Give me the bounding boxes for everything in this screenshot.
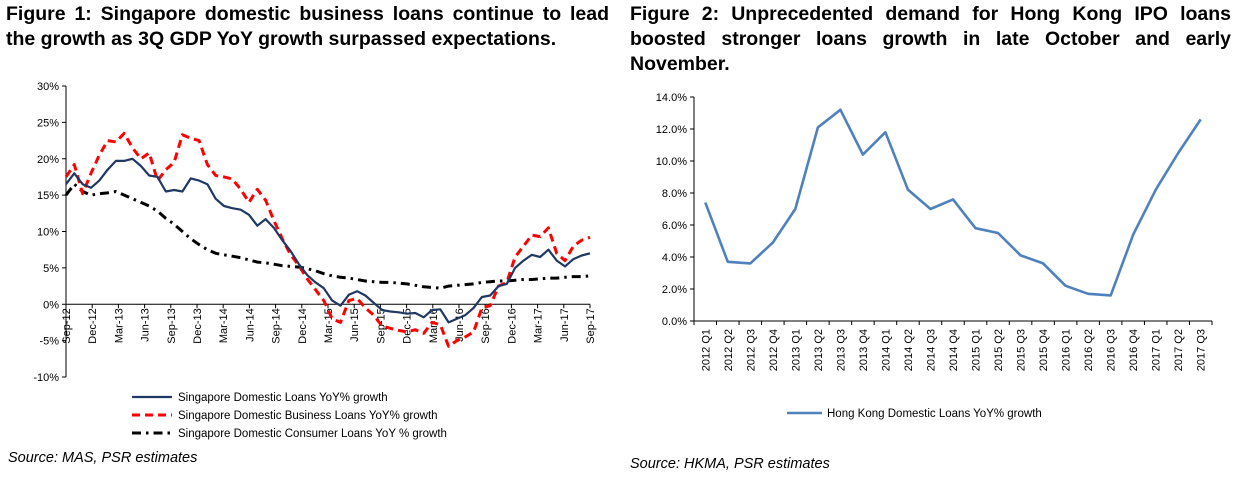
y-tick-label: 30% — [37, 81, 59, 93]
x-tick-label: 2015 Q4 — [1038, 329, 1050, 371]
x-tick-label: 2013 Q4 — [858, 329, 870, 371]
x-tick-label: 2016 Q3 — [1106, 329, 1118, 371]
x-tick-label: Dec-16 — [506, 308, 518, 343]
x-tick-label: Mar-16 — [428, 308, 440, 343]
x-tick-label: Mar-14 — [218, 308, 230, 343]
series-line-1 — [65, 157, 591, 324]
x-tick-label: Mar-17 — [533, 308, 545, 343]
figure-1-source: Source: MAS, PSR estimates — [8, 450, 198, 466]
figure-2-title: Figure 2: Unprecedented demand for Hong … — [630, 3, 1231, 75]
x-tick-label: Sep-17 — [585, 308, 597, 343]
x-tick-label: 2014 Q1 — [880, 329, 892, 371]
y-tick-label: 0% — [43, 299, 59, 311]
y-tick-label: -5% — [39, 336, 59, 348]
y-tick-label: 2.0% — [662, 284, 687, 296]
x-tick-label: Jun-15 — [349, 308, 361, 342]
x-tick-label: Sep-16 — [480, 308, 492, 343]
x-tick-label: 2017 Q1 — [1151, 329, 1163, 371]
x-tick-label: Jun-14 — [244, 308, 256, 342]
y-tick-label: 8.0% — [662, 188, 687, 200]
x-tick-label: 2012 Q4 — [768, 329, 780, 371]
x-tick-label: 2015 Q3 — [1016, 329, 1028, 371]
y-tick-label: 6.0% — [662, 220, 687, 232]
y-tick-label: 5% — [43, 263, 59, 275]
x-tick-label: 2013 Q1 — [790, 329, 802, 371]
x-tick-label: 2016 Q1 — [1061, 329, 1073, 371]
y-tick-label: 10% — [37, 227, 59, 239]
y-tick-label: 10.0% — [656, 156, 687, 168]
series-line-1 — [704, 108, 1202, 297]
x-tick-label: Jun-13 — [140, 308, 152, 342]
figure-1-title: Figure 1: Singapore domestic business lo… — [6, 3, 609, 50]
x-tick-label: 2013 Q2 — [813, 329, 825, 371]
x-tick-label: Dec-15 — [402, 308, 414, 343]
x-tick-label: Jun-17 — [559, 308, 571, 342]
x-tick-label: 2013 Q3 — [835, 329, 847, 371]
x-tick-label: Dec-13 — [192, 308, 204, 343]
x-tick-label: Sep-12 — [61, 308, 73, 343]
figure-1: Figure 1: Singapore domestic business lo… — [0, 0, 615, 477]
chart-2-hong-kong-loans: 0.0% 2.0% 4.0% 6.0% 8.0% 10.0% 12.0% 14.0% 2012 … — [656, 92, 1213, 420]
x-tick-label: Dec-12 — [87, 308, 99, 343]
x-tick-label: Mar-13 — [113, 308, 125, 343]
x-tick-label: Jun-16 — [454, 308, 466, 342]
x-tick-label: 2017 Q2 — [1173, 329, 1185, 371]
x-tick-label: 2014 Q2 — [903, 329, 915, 371]
y-tick-label: 12.0% — [656, 124, 687, 136]
x-tick-label: 2016 Q4 — [1128, 329, 1140, 371]
y-tick-label: 14.0% — [656, 92, 687, 104]
y-tick-label: -10% — [33, 372, 59, 384]
y-tick-label: 15% — [37, 190, 59, 202]
figure-2-source: Source: HKMA, PSR estimates — [630, 456, 830, 472]
x-tick-label: 2014 Q4 — [948, 329, 960, 371]
figure-2: Figure 2: Unprecedented demand for Hong … — [628, 0, 1235, 477]
x-tick-label: 2012 Q2 — [723, 329, 735, 371]
y-tick-label: 20% — [37, 154, 59, 166]
y-tick-label: 25% — [37, 117, 59, 129]
x-tick-label: Dec-14 — [297, 308, 309, 343]
y-tick-label: 0.0% — [662, 316, 687, 328]
y-tick-label: 4.0% — [662, 252, 687, 264]
legend-label-3: Singapore Domestic Consumer Loans YoY % … — [178, 428, 447, 440]
series-line-3 — [64, 182, 591, 290]
legend-label-1: Hong Kong Domestic Loans YoY% growth — [827, 408, 1042, 420]
x-tick-label: Sep-15 — [375, 308, 387, 343]
chart-1-singapore-loans: -10% -5% 0% 5% 10% 15% 20% 25% 30% Sep-12 Dec-12 Ma… — [33, 81, 597, 440]
x-tick-label: 2016 Q2 — [1083, 329, 1095, 371]
legend-label-1: Singapore Domestic Loans YoY% growth — [178, 392, 388, 404]
x-tick-label: 2015 Q2 — [993, 329, 1005, 371]
x-tick-label: Sep-14 — [271, 308, 283, 343]
x-tick-label: 2014 Q3 — [925, 329, 937, 371]
x-tick-label: Sep-13 — [166, 308, 178, 343]
x-tick-label: 2015 Q1 — [971, 329, 983, 371]
x-tick-label: 2012 Q3 — [745, 329, 757, 371]
x-tick-label: 2017 Q3 — [1196, 329, 1208, 371]
x-tick-label: 2012 Q1 — [700, 329, 712, 371]
legend-label-2: Singapore Domestic Business Loans YoY% g… — [178, 410, 438, 422]
